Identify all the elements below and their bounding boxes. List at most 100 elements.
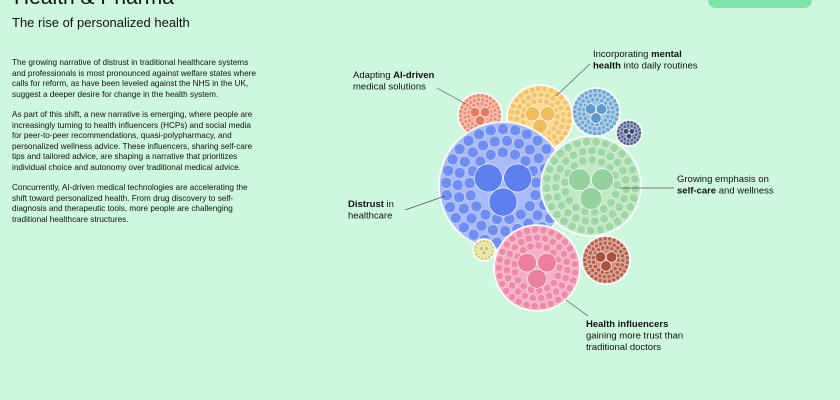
sub-bubble xyxy=(519,113,526,120)
sub-bubble xyxy=(578,156,588,166)
sub-bubble xyxy=(556,149,566,159)
sub-bubble xyxy=(530,98,537,105)
sub-bubble xyxy=(600,139,610,149)
sub-bubble xyxy=(529,294,537,302)
paragraph: The growing narrative of distrust in tra… xyxy=(12,58,256,99)
sub-bubble xyxy=(529,189,541,201)
sub-bubble xyxy=(561,156,571,166)
label-line: medical solutions xyxy=(353,82,426,93)
sub-bubble xyxy=(558,94,565,101)
label-line: self-care and wellness xyxy=(677,186,774,197)
sub-bubble xyxy=(513,97,520,104)
sub-bubble xyxy=(499,225,511,237)
sub-bubble xyxy=(543,98,550,105)
label-line: healthcare xyxy=(348,211,392,222)
sub-bubble xyxy=(480,256,484,261)
sub-bubble xyxy=(617,149,627,159)
sub-bubble xyxy=(526,242,535,251)
sub-bubble xyxy=(609,124,614,130)
sub-bubble xyxy=(469,107,481,118)
sub-bubble xyxy=(629,138,634,142)
sub-bubble xyxy=(597,130,602,136)
sub-bubble xyxy=(496,105,501,111)
sub-bubble xyxy=(531,225,540,234)
leader-line xyxy=(404,195,446,211)
sub-bubble xyxy=(559,111,566,118)
sub-bubble xyxy=(587,130,593,135)
sub-bubble xyxy=(564,124,571,131)
sub-bubble xyxy=(533,233,541,242)
sub-bubble xyxy=(453,191,465,203)
sub-bubble xyxy=(555,164,565,174)
sub-bubble xyxy=(599,121,604,126)
sub-bubble xyxy=(465,103,470,108)
sub-bubble xyxy=(517,238,526,246)
sub-bubble xyxy=(513,115,520,122)
sub-bubble xyxy=(601,125,606,130)
sub-bubble xyxy=(597,278,603,283)
sub-bubble xyxy=(626,120,630,124)
label-text: AI-driven xyxy=(393,70,434,81)
sub-bubble xyxy=(550,125,557,132)
sub-bubble xyxy=(629,120,634,125)
sub-bubble xyxy=(576,111,582,117)
sub-bubble xyxy=(543,193,553,203)
sub-bubble xyxy=(475,220,488,232)
sub-bubble xyxy=(569,252,578,260)
sub-bubble xyxy=(510,243,519,252)
sub-bubble xyxy=(534,241,543,250)
sub-bubble xyxy=(583,90,589,96)
sub-bubble xyxy=(453,143,466,155)
page-subtitle: The rise of personalized health xyxy=(12,15,190,30)
sub-bubble xyxy=(591,137,601,147)
sub-bubble xyxy=(603,240,608,246)
sub-bubble xyxy=(519,282,528,291)
label-text: healthcare xyxy=(348,211,392,222)
sub-bubble xyxy=(609,143,619,153)
sub-bubble xyxy=(586,99,591,105)
sub-bubble xyxy=(482,239,486,243)
sub-bubble xyxy=(625,202,635,212)
sub-bubble xyxy=(588,250,593,256)
sub-bubble xyxy=(605,222,614,231)
sub-bubble xyxy=(635,137,640,142)
sub-bubble xyxy=(521,292,529,300)
sub-bubble xyxy=(554,99,561,106)
sub-bubble xyxy=(606,109,611,115)
sub-bubble xyxy=(558,104,565,111)
sub-bubble xyxy=(450,212,462,224)
page-title: Health & Pharma xyxy=(14,0,174,10)
sub-bubble xyxy=(564,196,574,206)
sub-bubble xyxy=(503,163,533,193)
sub-bubble xyxy=(471,94,477,99)
sub-bubble xyxy=(601,129,607,135)
sub-bubble xyxy=(593,264,598,269)
label-line: Incorporating mental xyxy=(593,49,682,60)
sub-bubble xyxy=(619,194,629,204)
sub-bubble xyxy=(508,281,517,290)
sub-bubble xyxy=(561,238,569,246)
sub-bubble xyxy=(530,302,539,311)
sub-bubble xyxy=(517,252,537,273)
sub-bubble xyxy=(484,94,489,99)
sub-bubble xyxy=(555,263,564,272)
sub-bubble xyxy=(597,273,603,279)
sub-bubble xyxy=(584,95,589,101)
sub-bubble xyxy=(524,106,540,122)
sub-bubble xyxy=(621,268,627,274)
action-pill[interactable] xyxy=(708,0,812,8)
sub-bubble xyxy=(520,98,527,105)
label-text: Distrust xyxy=(348,199,385,210)
sub-bubble xyxy=(475,101,480,106)
sub-bubble xyxy=(630,184,640,194)
sub-bubble xyxy=(491,249,495,253)
sub-bubble xyxy=(618,266,623,272)
sub-bubble xyxy=(578,102,583,108)
sub-bubble xyxy=(626,142,630,146)
sub-bubble xyxy=(540,143,553,155)
sub-bubble xyxy=(464,98,469,103)
sub-bubble xyxy=(584,103,597,115)
sub-bubble xyxy=(619,262,625,268)
sub-bubble xyxy=(615,275,621,280)
